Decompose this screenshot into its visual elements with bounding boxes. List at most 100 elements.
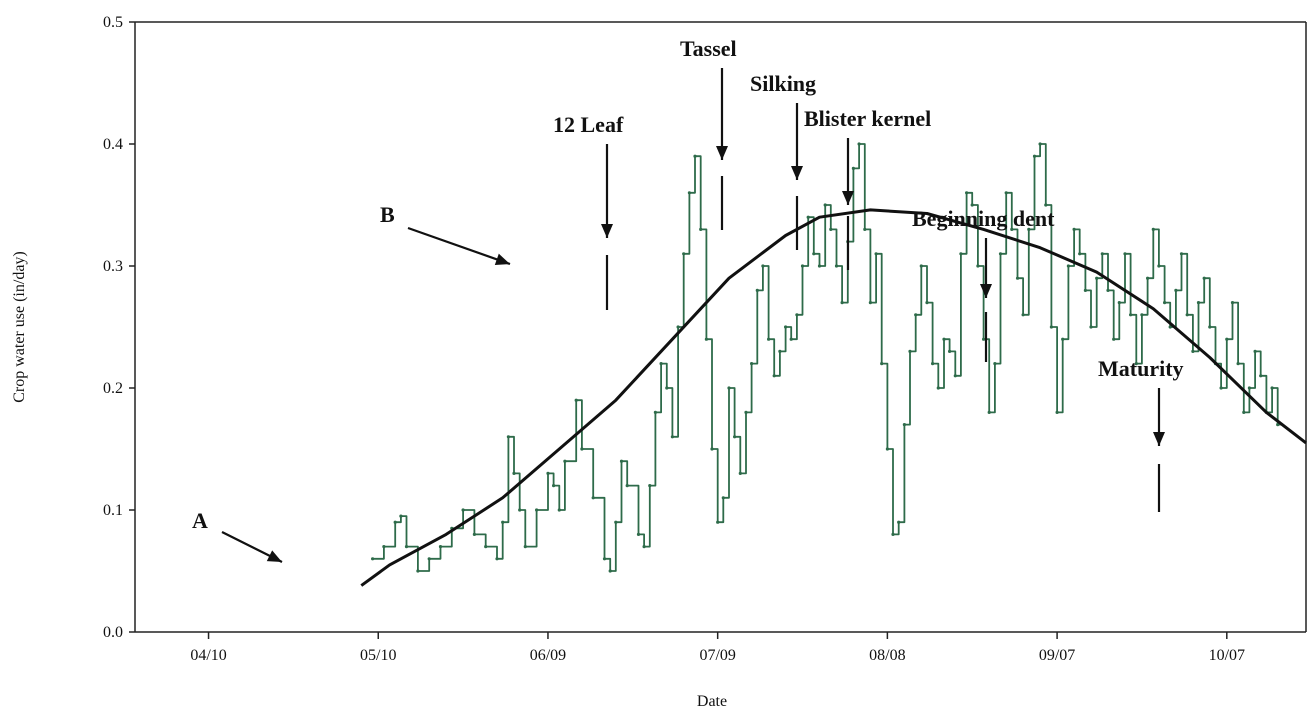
x-tick-label: 07/09 <box>699 647 735 664</box>
x-tick-label: 08/08 <box>869 647 905 664</box>
series-0-point <box>1179 252 1184 256</box>
series-0-point <box>580 447 584 451</box>
series-0-point <box>501 520 505 524</box>
series-0-point <box>1230 301 1235 305</box>
series-0-point <box>1083 288 1087 292</box>
series-0-point <box>750 362 754 366</box>
annotation-beginning-dent-label: Beginning dent <box>912 206 1055 231</box>
series-0-point <box>744 410 748 414</box>
series-0-point <box>1270 386 1274 390</box>
series-0-point <box>1151 227 1155 231</box>
series-0-point <box>806 215 810 219</box>
series-0-point <box>1027 227 1031 231</box>
series-0-point <box>676 325 680 329</box>
series-0-point <box>648 484 652 488</box>
series-0-point <box>1225 337 1229 341</box>
series-0-point <box>512 471 516 475</box>
series-0-point <box>704 337 709 341</box>
annotation-a-label: A <box>192 508 208 533</box>
series-0-point <box>863 227 867 231</box>
series-0-point <box>438 545 443 549</box>
series-0-point <box>817 264 822 268</box>
series-0-point <box>1236 362 1240 366</box>
series-0-point <box>1157 264 1161 268</box>
series-0-point <box>914 313 918 317</box>
series-0-point <box>942 337 946 341</box>
series-0-point <box>755 288 759 292</box>
series-0-point <box>1049 325 1053 329</box>
y-tick-label: 0.2 <box>103 380 123 397</box>
series-0-point <box>1061 337 1065 341</box>
series-0-point <box>834 264 839 268</box>
x-axis-title: Date <box>697 693 727 710</box>
series-0-point <box>393 520 397 524</box>
annotations: A B 12 Leaf Tassel Silking Blister kernel Begi… <box>192 36 1184 563</box>
series-0-point <box>472 532 476 537</box>
series-0-point <box>851 166 856 170</box>
series-0-point <box>1112 337 1116 341</box>
x-tick-label: 04/10 <box>190 647 226 664</box>
series-0-point <box>1140 313 1144 317</box>
series-0-point <box>976 264 980 268</box>
series-0-point <box>1219 386 1223 390</box>
annotation-silking-arrowhead <box>791 166 803 180</box>
series-0-point <box>880 362 884 366</box>
series-0-point <box>727 386 731 390</box>
series-0-point <box>959 252 963 256</box>
series-0-point <box>665 386 669 390</box>
series-0-point <box>716 520 720 524</box>
series-layer <box>360 142 1307 587</box>
series-0-point <box>987 410 991 414</box>
series-0-point <box>552 484 556 488</box>
series-0-point <box>1066 264 1070 268</box>
annotation-b-label: B <box>380 202 395 227</box>
series-0-point <box>546 471 550 475</box>
series-0-point <box>931 362 935 366</box>
series-0-point <box>563 459 567 463</box>
series-0-point <box>371 557 375 561</box>
series-0-point <box>1146 276 1150 280</box>
series-0-point <box>416 569 420 573</box>
series-0-point <box>1134 362 1138 366</box>
series-0-point <box>925 301 929 305</box>
annotation-maturity-arrowhead <box>1153 432 1165 446</box>
series-0-point <box>885 447 890 451</box>
series-0-point <box>965 191 969 195</box>
series-0-point <box>761 264 765 268</box>
series-0-point <box>840 301 844 305</box>
series-0-point <box>608 569 612 573</box>
series-0-point <box>1004 191 1008 195</box>
x-tick-label: 10/07 <box>1209 647 1245 664</box>
series-0-point <box>829 227 833 231</box>
series-0-point <box>1095 276 1099 280</box>
series-0-point <box>998 252 1003 256</box>
annotation-silking-label: Silking <box>750 71 816 96</box>
series-0-point <box>1174 288 1178 292</box>
series-0-point <box>687 191 692 195</box>
series-0-point <box>778 349 782 353</box>
series-0-point <box>1078 252 1082 256</box>
series-0-point <box>642 545 646 549</box>
series-0-point <box>1106 288 1110 292</box>
series-0-point <box>891 532 895 537</box>
series-0-point <box>404 545 409 549</box>
series-0-point <box>1247 386 1251 390</box>
series-0-point <box>1021 313 1025 317</box>
series-0-point <box>1010 227 1014 231</box>
series-0-point <box>1253 349 1257 353</box>
series-0-point <box>574 398 578 402</box>
series-0-point <box>659 362 663 366</box>
series-0-point <box>602 557 607 561</box>
series-0-point <box>868 301 873 305</box>
series-0-point <box>812 252 816 256</box>
series-0-point <box>495 557 499 561</box>
series-0-point <box>518 508 522 512</box>
series-0-point <box>953 374 957 378</box>
annotation-b-arrow <box>407 226 511 266</box>
annotation-blister-kernel-label: Blister kernel <box>804 106 931 131</box>
series-0-point <box>1129 313 1133 317</box>
series-0-point <box>1276 423 1280 427</box>
series-0-point <box>1100 252 1104 256</box>
series-0-point <box>619 459 624 463</box>
series-1-line <box>360 208 1307 587</box>
